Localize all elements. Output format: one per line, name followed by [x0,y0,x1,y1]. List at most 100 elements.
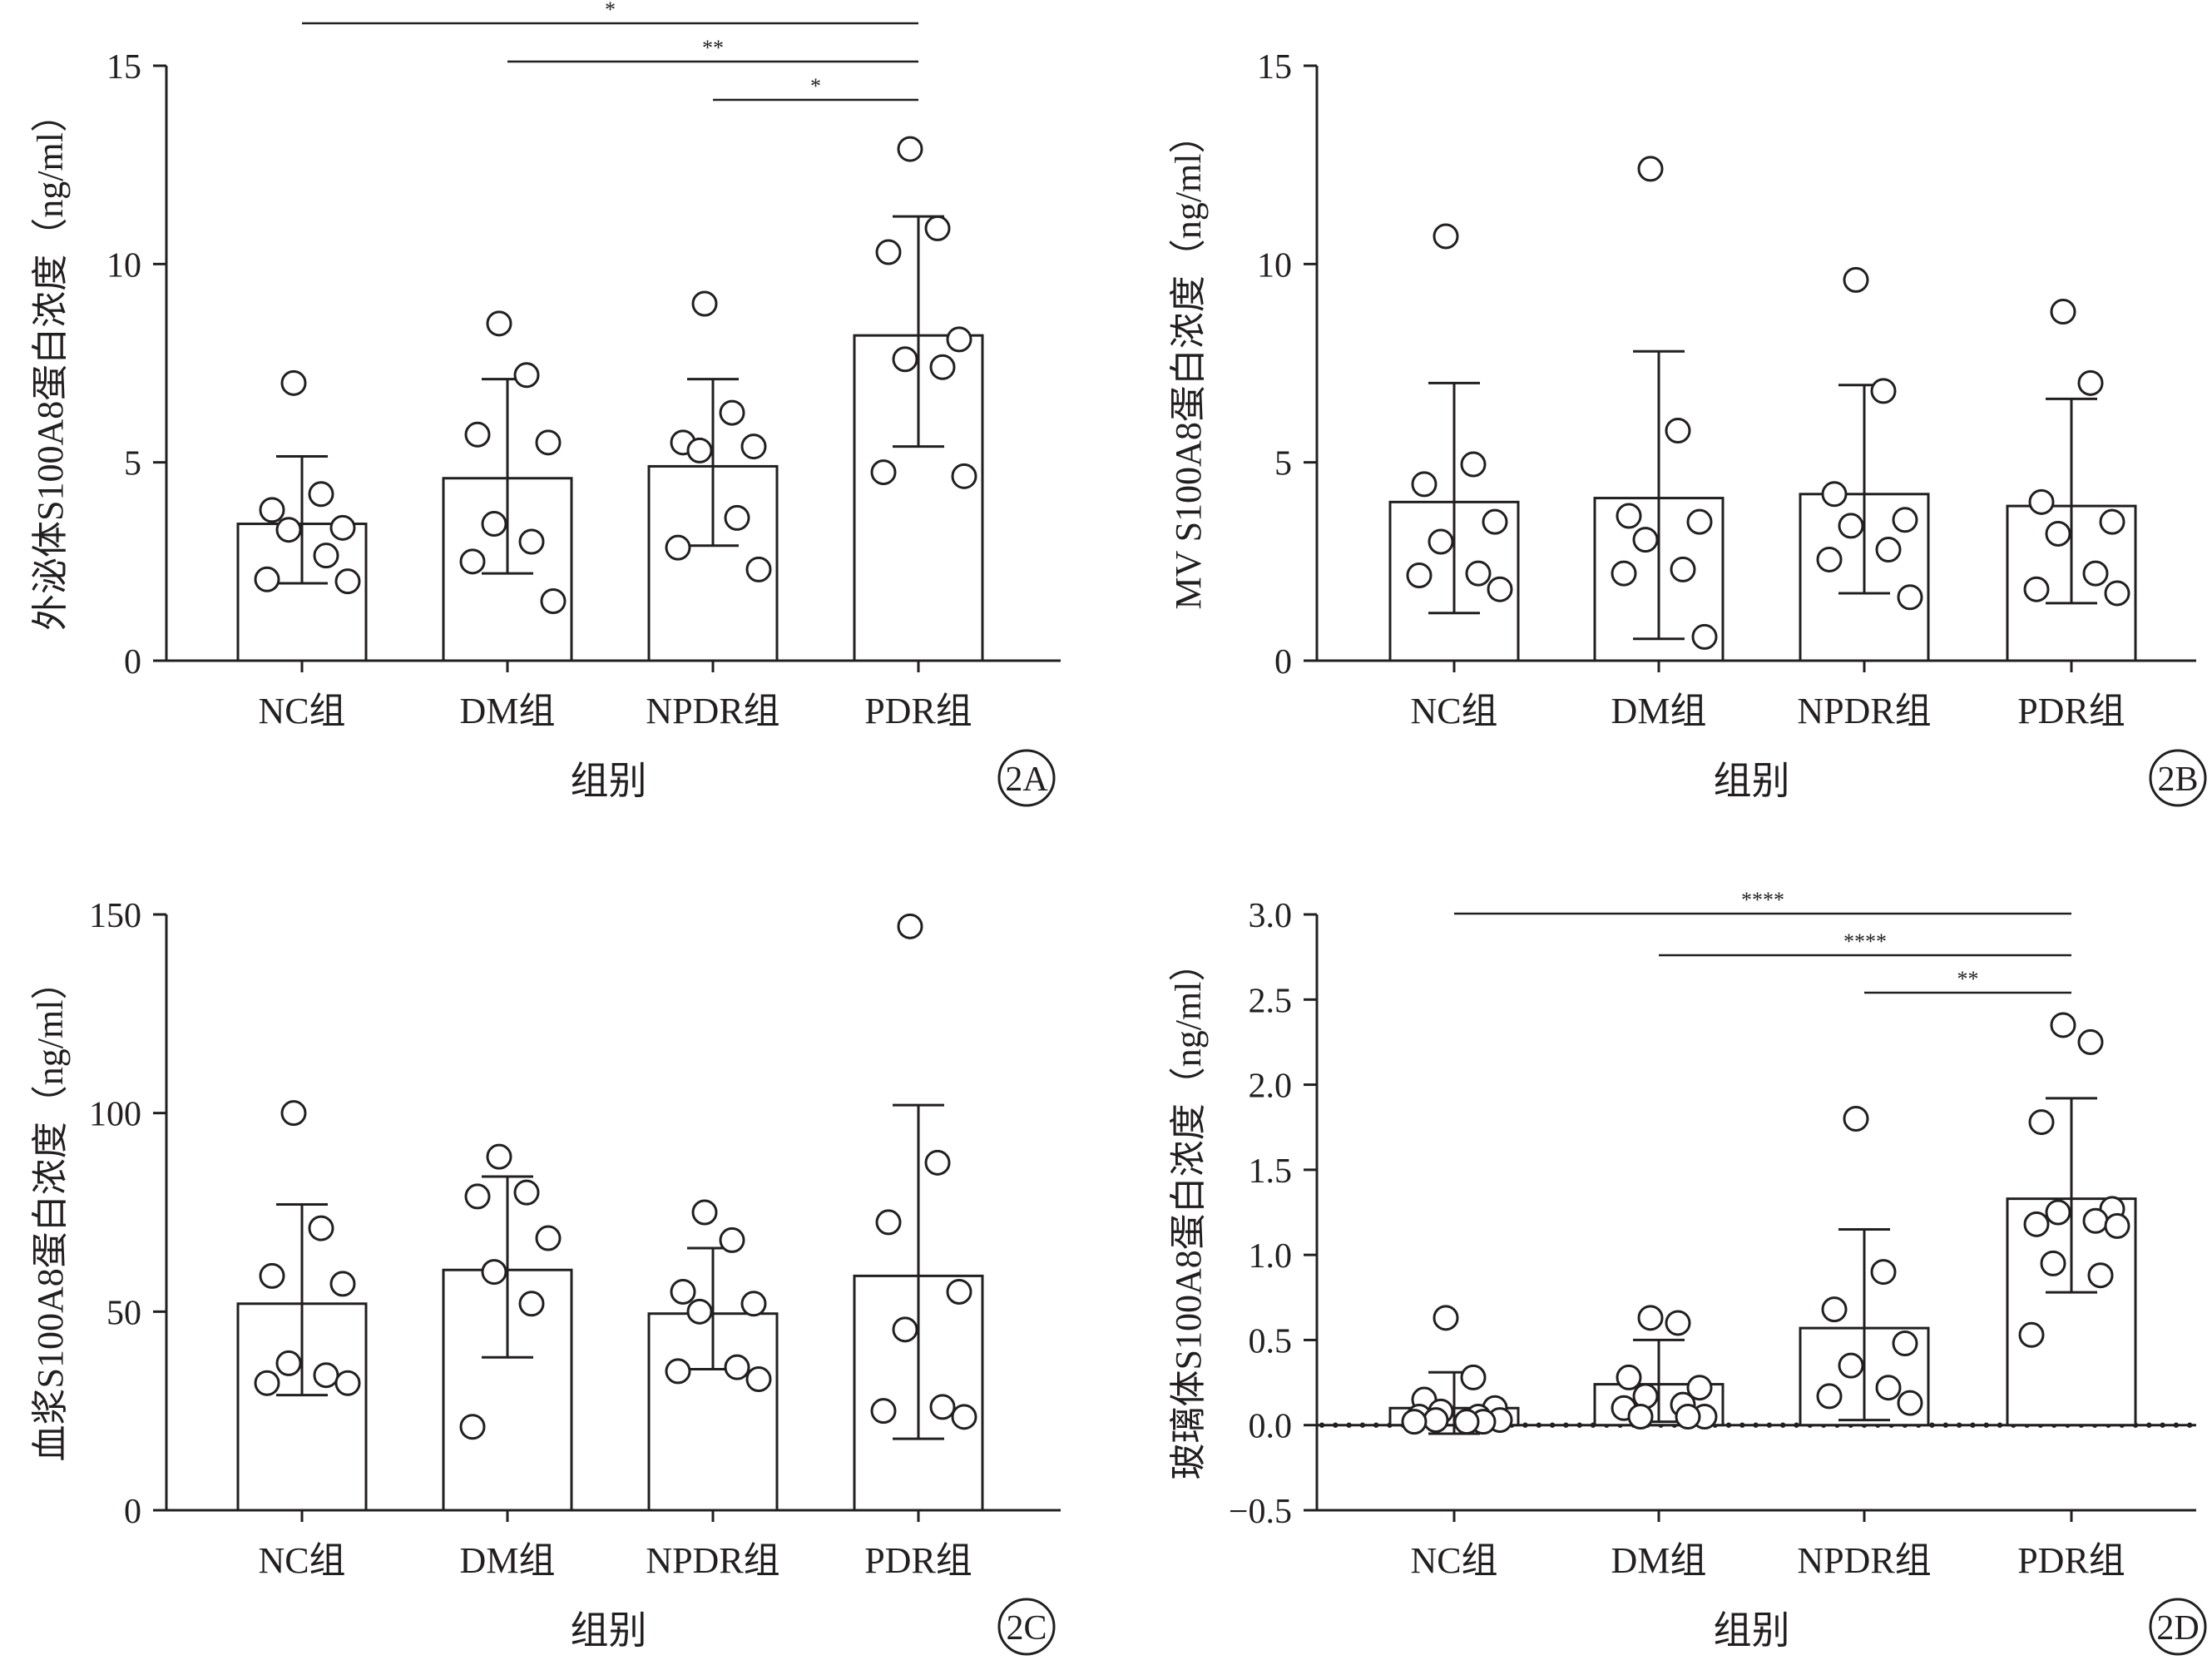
data-point [1870,378,1897,404]
data-point [1875,1375,1902,1401]
panel-label: 2B [2157,761,2198,799]
data-point [1433,223,1459,250]
data-point [1665,1310,1691,1336]
y-axis-title: 外泌体S100A8蛋白浓度（ng/ml） [30,96,71,631]
zero-line-dot [1983,1422,1989,1428]
y-tick-label: 1.0 [1249,1237,1293,1276]
zero-line-dot [1346,1422,1352,1428]
data-point [2023,1211,2050,1237]
data-point [464,421,491,448]
data-point [724,1354,750,1380]
data-point [1816,1383,1843,1410]
data-point [2082,1207,2109,1234]
data-point [897,136,923,162]
data-point [1821,481,1848,508]
data-point [2050,1012,2076,1038]
data-point [870,1398,897,1425]
x-tick-label: DM组 [460,691,556,731]
data-point [280,1100,307,1127]
data-point [665,1358,691,1385]
y-tick-label: 5 [1274,445,1292,483]
data-point [459,1414,486,1440]
panel-label: 2A [1005,761,1048,799]
y-tick-label: 15 [106,48,141,87]
zero-line-dot [1780,1422,1786,1428]
data-point [254,1370,280,1396]
data-point [1843,1105,1869,1132]
x-tick-label: DM组 [1611,1540,1707,1581]
data-point [313,543,339,569]
x-tick-label: NC组 [258,691,345,731]
panel-label: 2C [1006,1609,1047,1648]
x-tick-label: NPDR组 [1797,691,1931,731]
x-tick-label: PDR组 [2017,1540,2125,1581]
zero-line-dot [1536,1422,1542,1428]
zero-line-dot [1753,1422,1759,1428]
data-point [1406,562,1433,589]
zero-line-dot [1549,1422,1556,1428]
significance-label: * [605,0,616,22]
data-point [1686,1375,1713,1401]
data-point [275,517,302,543]
data-point [1821,1296,1848,1323]
zero-line-dot [1319,1422,1325,1428]
data-point [464,1183,491,1210]
zero-line-dot [2173,1422,2180,1428]
data-point [1838,1352,1864,1379]
data-point [2028,488,2055,515]
data-point [1670,556,1696,582]
data-point [513,362,540,389]
zero-line-dot [1929,1422,1935,1428]
zero-line-dot [1576,1422,1582,1428]
data-point [2082,560,2109,587]
y-axis-title: MV S100A8蛋白浓度（ng/ml） [1168,116,1209,609]
panel-label-circle [2149,749,2207,807]
y-tick-label: 10 [1257,246,1292,285]
data-point [1897,1390,1923,1416]
data-point [691,1199,718,1226]
zero-line-dot [1359,1422,1366,1428]
x-tick-label: NC组 [258,1540,345,1581]
data-point [329,514,356,541]
data-point [686,1298,713,1325]
data-point [1665,418,1691,444]
data-point [259,1262,285,1289]
y-tick-label: 0 [124,643,141,681]
data-point [540,588,567,614]
data-point [1843,266,1869,293]
x-tick-label: PDR组 [864,1540,972,1581]
y-tick-label: 5 [124,445,141,483]
data-point [740,434,767,460]
x-axis-title: 组别 [1714,760,1790,802]
data-point [1616,1364,1642,1390]
zero-line-dot [1794,1422,1799,1428]
data-point [1616,503,1642,529]
data-point [308,1215,334,1241]
data-point [2104,1212,2130,1239]
data-point [924,1149,951,1176]
zero-line-dot [1766,1422,1773,1428]
y-tick-label: 2.0 [1249,1068,1293,1106]
data-point [2018,1321,2045,1348]
panel-label: 2D [2156,1609,2199,1648]
x-tick-label: NPDR组 [1797,1540,1931,1581]
data-point [518,1291,545,1317]
zero-line-dot [2160,1422,2165,1428]
data-point [892,1316,918,1343]
data-point [535,1225,562,1251]
data-point [1875,537,1902,563]
data-point [280,369,307,396]
zero-line-dot [1725,1422,1732,1428]
data-point [946,1278,972,1305]
data-point [481,511,507,538]
data-point [2099,508,2125,535]
panel-label-circle [997,1598,1056,1656]
x-tick-label: NPDR组 [646,691,779,731]
y-tick-label: 0 [1274,643,1292,681]
data-point [2023,576,2050,602]
data-point [2045,520,2071,547]
data-point [1453,1409,1480,1435]
data-point [1411,471,1438,498]
data-point [2040,1250,2066,1276]
x-tick-label: PDR组 [2017,691,2125,731]
